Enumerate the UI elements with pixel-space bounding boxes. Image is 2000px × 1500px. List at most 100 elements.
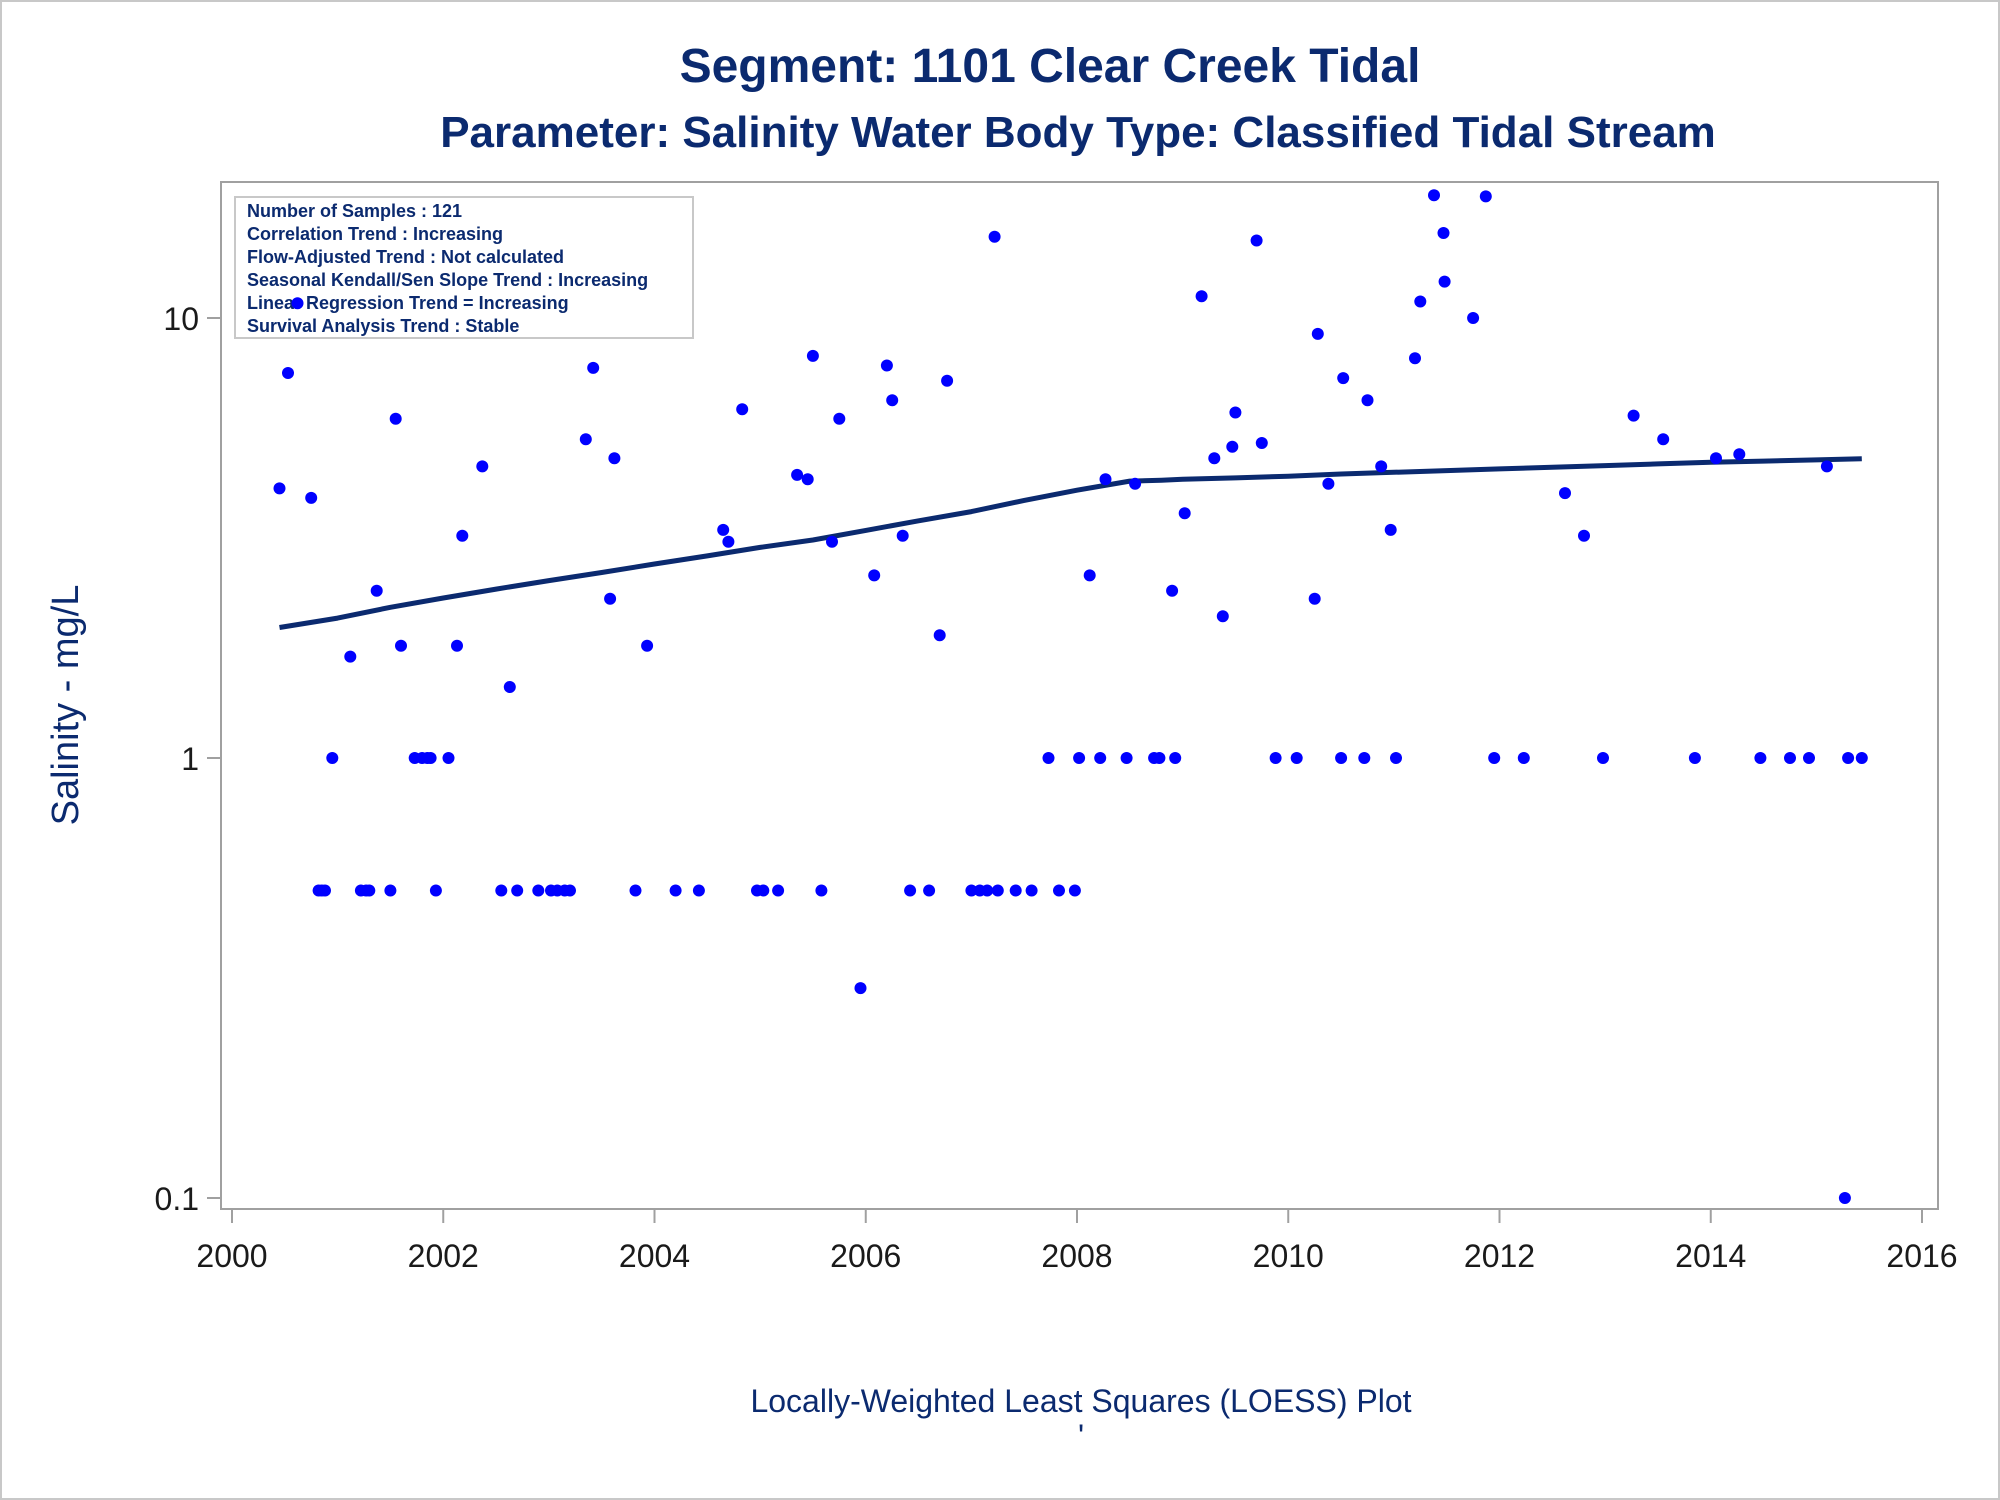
statistics-box: Number of Samples : 121 Correlation Tren… [234,196,694,339]
x-tick-label: 2016 [1886,1238,1957,1274]
data-point [896,529,909,542]
data-point [1559,487,1571,500]
data-point [669,884,682,897]
data-point [815,884,828,897]
y-tick-label: 0.1 [155,1181,199,1217]
data-point [1375,460,1388,473]
data-point [587,361,600,374]
data-point [424,752,437,764]
chart-subtitle: Parameter: Salinity Water Body Type: Cla… [440,108,1716,157]
data-point [1311,327,1324,340]
data-point [1120,752,1133,764]
data-point [692,884,705,897]
data-point [772,884,785,897]
x-tick-label: 2006 [830,1238,901,1274]
data-point [806,349,819,362]
stat-line-seasonal-kendall: Seasonal Kendall/Sen Slope Trend : Incre… [247,270,648,290]
statistics-box-frame [234,196,694,339]
data-point [1784,752,1796,764]
data-point [1842,752,1855,764]
data-point [1437,227,1450,239]
data-point [1488,752,1501,764]
y-tick-label: 10 [163,301,199,337]
x-tick-label: 2008 [1041,1238,1112,1274]
data-point [1226,440,1239,453]
x-tick-label: 2014 [1675,1238,1746,1274]
data-point [886,394,899,407]
chart-title: Segment: 1101 Clear Creek Tidal [680,40,1421,93]
data-point [1290,752,1303,764]
data-point [326,752,339,764]
data-point [363,884,376,897]
data-point [826,535,838,548]
footnote-mark: ' [1078,1418,1084,1454]
data-point [503,681,516,693]
x-tick-label: 2002 [408,1238,479,1274]
data-point [722,535,735,548]
data-point [511,884,524,897]
axes: 2000 2002 2004 2006 2008 2010 2012 2014 2016 0.1 1… [155,301,1958,1274]
data-point [1517,752,1530,764]
data-point [988,230,1001,243]
data-point [1414,295,1427,308]
data-point [923,884,936,897]
data-point [1358,752,1371,764]
data-point [1083,569,1096,582]
data-point [291,297,304,310]
data-point [933,629,946,642]
x-tick-label: 2010 [1253,1238,1324,1274]
y-tick-label: 1 [181,741,199,777]
data-point [1733,448,1746,461]
data-point [1384,523,1397,536]
data-point [1255,437,1268,449]
data-marks [273,189,1868,1204]
data-point [1094,752,1107,764]
data-point [344,650,357,663]
data-point [1308,592,1321,605]
data-point [1467,312,1480,324]
x-tick-label: 2000 [196,1238,267,1274]
data-point [941,374,954,387]
data-point [389,412,402,425]
data-point [1838,1192,1851,1204]
data-point [1428,189,1440,202]
data-point [1688,752,1701,764]
stat-line-survival: Survival Analysis Trend : Stable [247,316,519,336]
data-point [791,468,804,481]
data-point [1710,452,1722,465]
stat-line-correlation: Correlation Trend : Increasing [247,224,503,244]
data-point [1855,752,1868,764]
data-point [757,884,770,897]
data-point [1269,752,1282,764]
data-point [608,452,621,465]
data-point [1578,529,1590,542]
data-point [1361,394,1374,407]
data-point [1178,507,1191,520]
data-point [1068,884,1081,897]
data-point [604,592,617,605]
data-point [991,884,1004,897]
data-point [1153,752,1166,764]
data-point [1195,290,1208,303]
data-point [442,752,455,764]
data-point [1479,190,1492,203]
data-point [717,523,730,536]
data-point [904,884,917,897]
data-point [384,884,397,897]
data-point [1335,752,1348,764]
data-point [854,982,867,995]
data-point [1009,884,1022,897]
data-point [1627,409,1640,422]
stat-line-linear-regression: Linear Regression Trend = Increasing [247,293,569,313]
data-point [1166,584,1179,597]
data-point [429,884,442,897]
data-point [456,529,469,542]
data-point [965,884,978,897]
loess-line [279,456,1862,630]
data-point [579,433,592,446]
stat-line-flow-adjusted: Flow-Adjusted Trend : Not calculated [247,247,564,267]
data-point [1053,884,1065,897]
data-point [1657,433,1670,446]
data-point [1337,372,1350,385]
chart-footnote: Locally-Weighted Least Squares (LOESS) P… [750,1383,1411,1419]
